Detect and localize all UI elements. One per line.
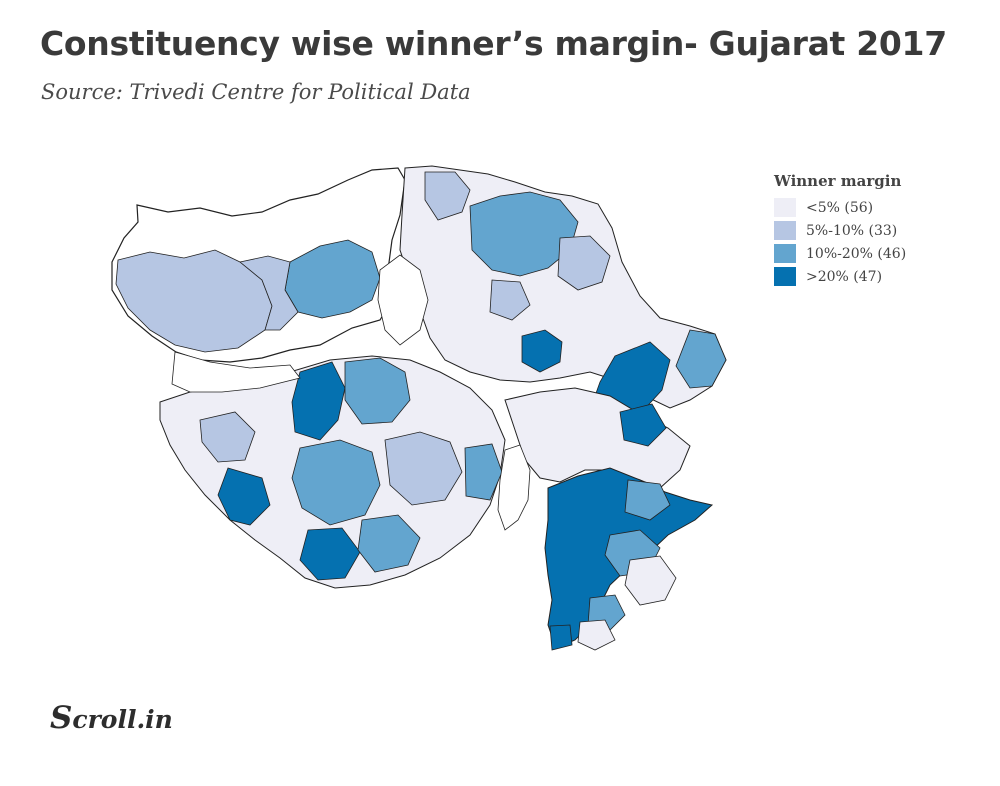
region-saurashtra-g [357,514,421,573]
region-central-a [619,403,667,447]
logo-initial: S [50,700,73,736]
region-saurashtra-h [199,411,256,463]
region-saurashtra-i [464,443,503,501]
logo-rest: croll.in [72,705,173,734]
legend-item: <5% (56) [774,196,906,219]
region-ahmedabad [521,329,563,373]
legend-label: 10%-20% (46) [806,245,907,262]
region-saurashtra-c [217,467,271,526]
region-kutch-mid [239,255,299,331]
scroll-logo: Scroll.in [50,700,173,736]
region-south-c [624,555,677,606]
chart-subtitle: Source: Trivedi Centre for Political Dat… [41,80,471,104]
legend-label: 5%-10% (33) [806,222,898,239]
legend-label: >20% (47) [806,268,883,285]
region-saurashtra-f [299,527,361,581]
region-north-c [557,235,611,291]
legend-swatch [774,221,796,240]
legend: Winner margin <5% (56) 5%-10% (33) 10%-2… [774,172,906,288]
region-little-rann [377,254,429,346]
legend-item: 10%-20% (46) [774,242,906,265]
region-south-e [577,619,616,651]
legend-item: >20% (47) [774,265,906,288]
region-gulf-of-kutch [171,351,301,393]
region-saurashtra-e [384,431,463,506]
region-south-a [624,479,671,521]
region-saurashtra-b [344,357,411,425]
legend-swatch [774,244,796,263]
region-gulf-of-khambhat [497,444,531,531]
region-north-b [424,171,471,221]
region-north-d [489,279,531,321]
legend-swatch [774,198,796,217]
region-saurashtra-a [291,361,346,441]
legend-label: <5% (56) [806,199,874,216]
legend-title: Winner margin [774,172,902,190]
region-east-a [675,329,727,389]
legend-swatch [774,267,796,286]
region-saurashtra-d [291,439,381,526]
region-south-tip [549,624,573,651]
legend-item: 5%-10% (33) [774,219,906,242]
chart-title: Constituency wise winner’s margin- Gujar… [40,24,947,63]
